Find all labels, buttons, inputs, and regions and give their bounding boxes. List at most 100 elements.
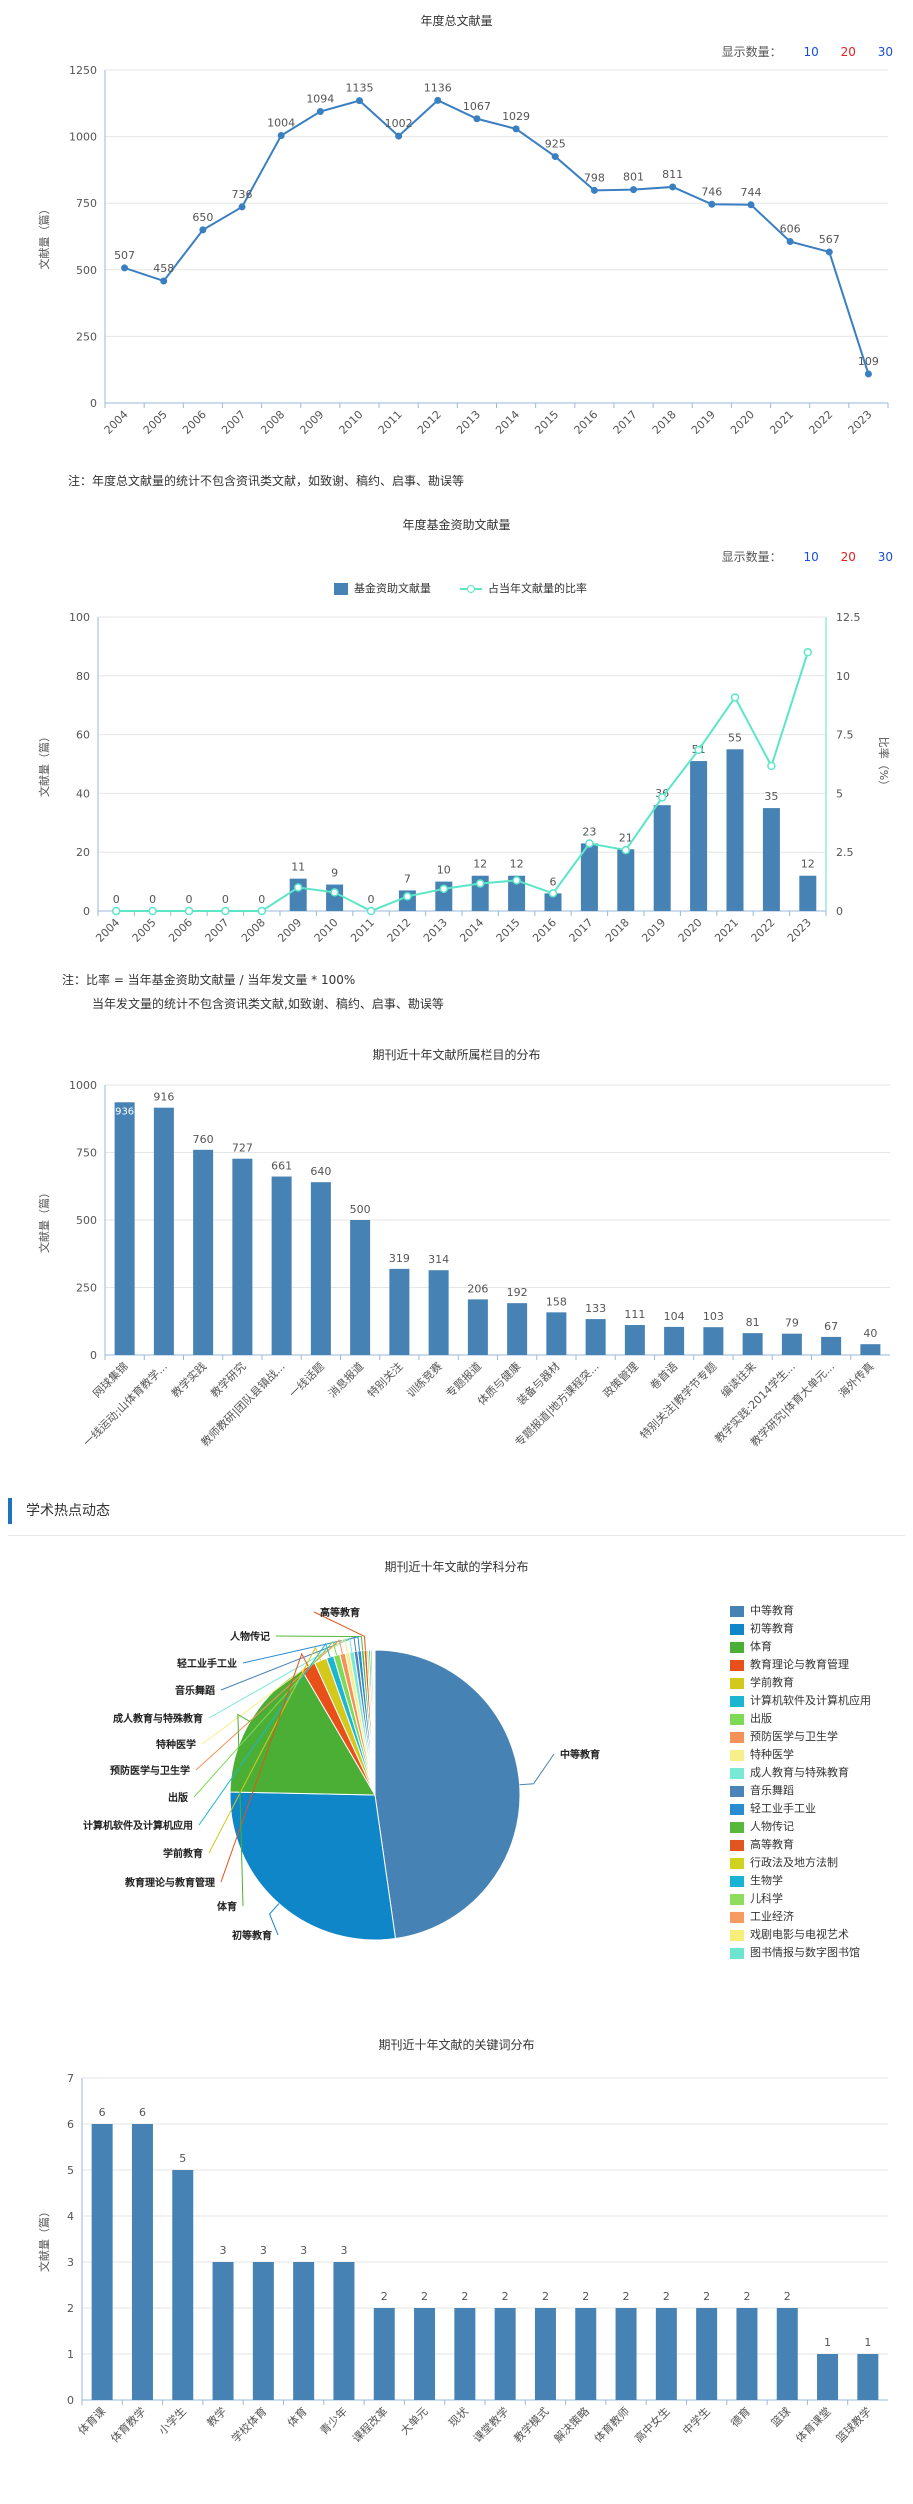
- column-bar: [860, 1344, 881, 1355]
- legend-fund-count[interactable]: 基金资助文献量: [334, 580, 431, 596]
- legend-fund-ratio[interactable]: 占当年文献量的比率: [460, 580, 587, 596]
- pie-legend-swatch: [730, 1713, 744, 1725]
- pie-legend-item[interactable]: 教育理论与教育管理: [730, 1656, 849, 1672]
- column-data-label: 916: [153, 1091, 174, 1104]
- pie-legend-item[interactable]: 轻工业手工业: [730, 1800, 816, 1816]
- pie-callout-line: [242, 1636, 360, 1664]
- fund-bar: [726, 749, 744, 911]
- column-data-label: 104: [664, 1310, 685, 1323]
- pie-legend-label: 教育理论与教育管理: [750, 1658, 849, 1671]
- fund-data-label: 0: [368, 893, 375, 906]
- pie-legend-item[interactable]: 高等教育: [730, 1836, 794, 1852]
- y-axis-title: 文献量（篇）: [37, 1187, 51, 1253]
- column-data-label: 661: [271, 1160, 292, 1173]
- count-option-20[interactable]: 20: [840, 45, 856, 59]
- count-option-20[interactable]: 20: [840, 550, 856, 564]
- pie-callout-line: [269, 1903, 280, 1936]
- column-data-label: 67: [824, 1320, 838, 1333]
- column-bar: [193, 1149, 214, 1355]
- pie-legend-item[interactable]: 成人教育与特殊教育: [730, 1764, 849, 1780]
- pie-legend-item[interactable]: 体育: [730, 1638, 772, 1654]
- keyword-bar: [575, 2308, 597, 2400]
- annual-point: [121, 264, 129, 272]
- pie-legend-item[interactable]: 出版: [730, 1710, 772, 1726]
- pie-legend-item[interactable]: 特种医学: [730, 1746, 794, 1762]
- pie-legend-swatch: [730, 1875, 744, 1887]
- pie-legend-item[interactable]: 计算机软件及计算机应用: [730, 1692, 871, 1708]
- pie-legend-item[interactable]: 戏剧电影与电视艺术: [730, 1926, 849, 1942]
- ratio-point: [148, 906, 157, 916]
- pie-legend-swatch: [730, 1695, 744, 1707]
- column-data-label: 111: [624, 1308, 645, 1321]
- annual-data-label: 1004: [267, 117, 295, 130]
- fund-note-2: 当年发文量的统计不包含资讯类文献,如致谢、稿约、启事、勘误等: [92, 997, 444, 1011]
- column-bar: [781, 1333, 802, 1355]
- chart2-title: 年度基金资助文献量: [402, 518, 511, 532]
- pie-legend-item[interactable]: 初等教育: [730, 1620, 794, 1636]
- count-option-30[interactable]: 30: [877, 550, 893, 564]
- pie-legend-swatch: [730, 1659, 744, 1671]
- ratio-point: [111, 906, 121, 916]
- annual-point: [825, 248, 833, 256]
- y-axis-title: 文献量（篇）: [37, 2206, 51, 2272]
- pie-legend-item[interactable]: 生物学: [730, 1872, 783, 1888]
- pie-legend-item[interactable]: 学前教育: [730, 1674, 794, 1690]
- keyword-bar: [776, 2308, 798, 2400]
- column-data-label: 206: [467, 1282, 488, 1295]
- annual-point: [512, 125, 520, 133]
- pie-legend-item[interactable]: 儿科学: [730, 1890, 783, 1906]
- fund-data-label: 0: [113, 893, 120, 906]
- count-option-10[interactable]: 10: [803, 45, 819, 59]
- column-bar: [585, 1319, 606, 1355]
- y-axis-title: 文献量（篇）: [37, 204, 51, 270]
- y-tick-label: 0: [90, 397, 97, 410]
- fund-bar: [508, 875, 526, 911]
- y2-tick-label: 0: [836, 905, 843, 918]
- keyword-data-label: 2: [663, 2290, 670, 2303]
- y-tick-label: 6: [67, 2118, 74, 2131]
- y-tick-label: 80: [76, 670, 90, 683]
- column-data-label: 103: [703, 1310, 724, 1323]
- fund-bar: [762, 808, 780, 911]
- pie-legend-swatch: [730, 1785, 744, 1797]
- annual-point: [199, 226, 207, 234]
- pie-callout-line: [195, 1639, 343, 1771]
- pie-callout-line: [220, 1652, 309, 1883]
- pie-legend-label: 生物学: [750, 1874, 783, 1887]
- pie-legend-label: 出版: [750, 1712, 772, 1725]
- pie-legend-label: 中等教育: [750, 1604, 794, 1617]
- annual-data-label: 801: [623, 171, 644, 184]
- ratio-point: [184, 906, 194, 916]
- pie-legend-swatch: [730, 1857, 744, 1869]
- pie-legend-item[interactable]: 图书情报与数字图书馆: [730, 1944, 860, 1960]
- subject-pie-chart: 高等教育人物传记轻工业手工业音乐舞蹈成人教育与特殊教育特种医学预防医学与卫生学出…: [83, 1606, 600, 1942]
- annual-data-label: 109: [858, 355, 879, 368]
- pie-callout-line: [237, 1713, 251, 1907]
- y-tick-label: 250: [76, 1282, 97, 1295]
- pie-legend-item[interactable]: 行政法及地方法制: [730, 1854, 838, 1870]
- x-tick-label: 体育教学: [108, 2404, 149, 2445]
- y-tick-label: 3: [67, 2256, 74, 2269]
- keyword-bar: [494, 2308, 516, 2400]
- pie-legend-item[interactable]: 工业经济: [730, 1908, 794, 1924]
- y-tick-label: 250: [76, 330, 97, 343]
- pie-legend-item[interactable]: 人物传记: [730, 1818, 794, 1834]
- annual-data-label: 746: [701, 185, 722, 198]
- count-option-10[interactable]: 10: [803, 550, 819, 564]
- pie-legend-item[interactable]: 预防医学与卫生学: [730, 1728, 838, 1744]
- count-option-30[interactable]: 30: [877, 45, 893, 59]
- pie-legend-item[interactable]: 音乐舞蹈: [730, 1782, 794, 1798]
- y-tick-label: 1000: [69, 1079, 97, 1092]
- keyword-bar: [293, 2262, 315, 2400]
- y-tick-label: 750: [76, 1147, 97, 1160]
- legend-bar-swatch: [334, 583, 348, 595]
- y-tick-label: 4: [67, 2210, 74, 2223]
- x-tick-label: 体育教师: [591, 2404, 632, 2445]
- ratio-point: [403, 892, 412, 901]
- ratio-series-line: [116, 651, 809, 913]
- count-selector-label: 显示数量：: [721, 550, 782, 564]
- fund-data-label: 10: [437, 864, 451, 877]
- column-bar: [821, 1336, 842, 1355]
- pie-legend-item[interactable]: 中等教育: [730, 1602, 794, 1618]
